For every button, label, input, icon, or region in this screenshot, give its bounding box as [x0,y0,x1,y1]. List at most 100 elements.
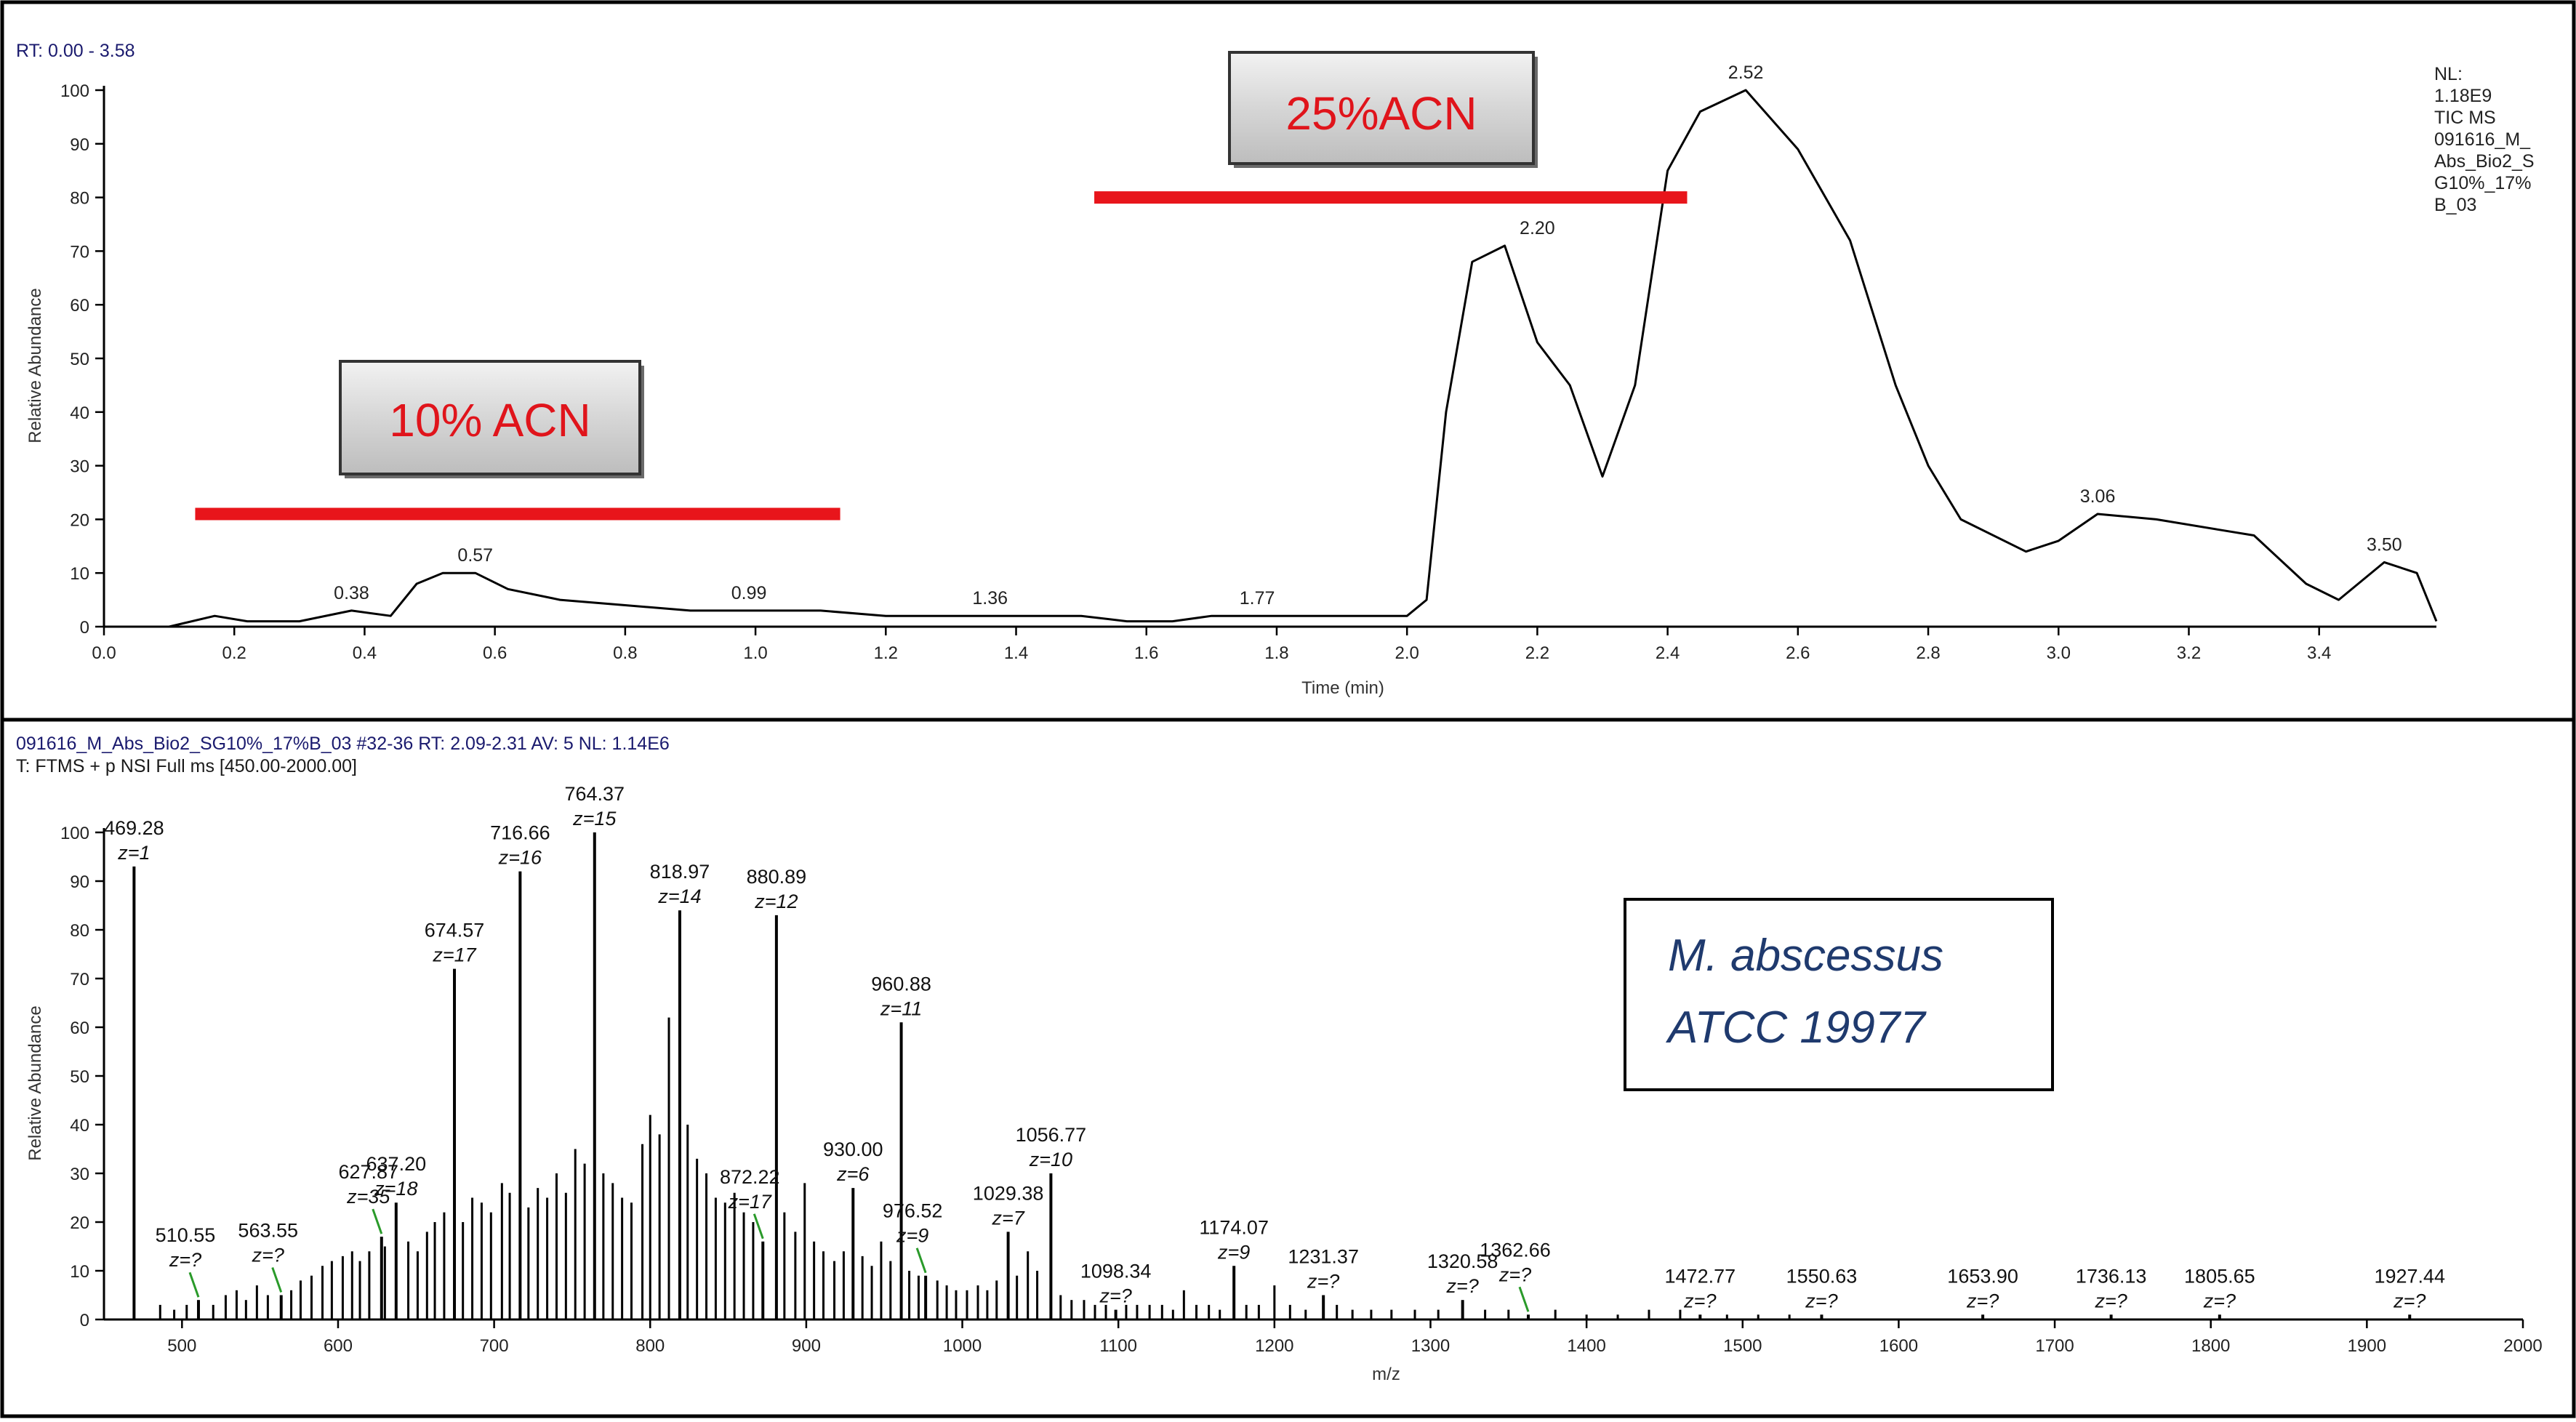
ms-peak-mz-label: 1320.58 [1427,1250,1498,1272]
tic-y-tick-label: 90 [70,135,89,155]
ms-peak-mz-label: 1653.90 [1947,1265,2018,1287]
species-box: M. abscessus ATCC 19977 [1624,898,2054,1091]
tic-x-tick-label: 3.0 [2047,643,2071,663]
tic-y-ticks: 0 10 20 30 40 50 60 70 80 90 100 [60,81,104,638]
tic-peak-label: 2.52 [1728,63,1764,83]
ms-peak-mz-label: 510.55 [156,1224,216,1246]
ms-peak-leader [271,1267,283,1293]
acn10-box: 10% ACN [339,360,644,478]
ms-peak-mz-label: 1550.63 [1786,1265,1858,1287]
tic-peak-label: 1.77 [1240,588,1275,608]
ms-x-tick-label: 1100 [1099,1336,1137,1356]
tic-x-tick-label: 1.2 [874,643,898,663]
ms-x-tick-label: 600 [324,1336,353,1356]
ms-peak-charge-label: z=15 [572,808,617,830]
ms-peak-leader [1518,1286,1530,1312]
ms-peak-mz-label: 1472.77 [1665,1265,1736,1287]
ms-y-tick-label: 60 [70,1019,89,1038]
ms-y-tick-label: 50 [70,1067,89,1087]
ms-peak-charge-label: z=16 [498,847,542,869]
ms-x-tick-label: 1200 [1255,1336,1293,1356]
tic-info-line: TIC MS [2434,108,2496,128]
ms-peak-charge-label: z=14 [657,885,701,907]
ms-peak-charge-label: z=? [169,1249,201,1271]
tic-y-tick-label: 50 [70,350,89,369]
ms-minor-peaks [159,1017,1791,1319]
acn10-box-frame [339,360,641,475]
tic-peak-labels: 0.38 0.57 0.99 1.36 1.77 2.20 2.52 3.06 3.50 [334,63,2402,608]
ms-peak-charge-label: z=18 [374,1178,417,1200]
ms-peak-mz-label: 1805.65 [2184,1265,2255,1287]
ms-peak-charge-label: z=35 [346,1186,390,1208]
tic-y-tick-label: 30 [70,457,89,477]
ms-x-tick-label: 2000 [2503,1336,2542,1356]
ms-y-tick-label: 90 [70,872,89,892]
ms-labeled-peaks [132,832,2412,1319]
ms-peak-charge-label: z=10 [1029,1149,1072,1170]
ms-peak-leader [915,1248,927,1274]
ms-x-tick-label: 1500 [1723,1336,1762,1356]
tic-x-tick-label: 1.8 [1264,643,1288,663]
ms-peak-mz-label: 818.97 [650,861,710,883]
ms-peak-charge-label: z=9 [896,1225,928,1247]
ms-peak-charge-label: z=11 [880,997,922,1019]
tic-x-tick-label: 0.2 [222,643,246,663]
tic-y-tick-label: 40 [70,403,89,423]
ms-y-tick-label: 70 [70,970,89,989]
tic-axes [103,86,2436,628]
tic-info-line: NL: [2434,64,2463,84]
strain-name: ATCC 19977 [1665,1003,1927,1053]
tic-x-tick-label: 3.2 [2177,643,2201,663]
tic-trace [169,89,2438,628]
tic-x-tick-label: 0.6 [483,643,507,663]
tic-y-tick-label: 10 [70,564,89,584]
ms-peak-mz-label: 1029.38 [973,1182,1044,1204]
tic-info-line: 1.18E9 [2434,86,2492,106]
tic-x-axis-title: Time (min) [1301,678,1384,698]
ms-peak-charge-label: z=17 [432,944,476,966]
tic-info-line: 091616_M_ [2434,129,2531,150]
ms-peak-mz-label: 1174.07 [1199,1216,1269,1238]
tic-peak-label: 2.20 [1520,218,1555,238]
ms-peak-mz-label: 563.55 [238,1220,298,1242]
ms-axes [103,828,2523,1321]
ms-peak-charge-label: z=? [252,1245,284,1266]
ms-x-tick-label: 1600 [1879,1336,1918,1356]
acn25-label: 25%ACN [1285,87,1477,140]
acn10-label: 10% ACN [389,394,590,446]
acn25-box: 25%ACN [1228,51,1538,168]
ms-y-axis-title: Relative Abundance [25,1005,45,1161]
ms-peak-mz-label: 880.89 [747,866,807,888]
ms-y-tick-label: 10 [70,1262,89,1282]
tic-x-tick-label: 2.2 [1525,643,1549,663]
tic-peak-label: 0.57 [457,545,493,566]
ms-y-tick-label: 20 [70,1213,89,1233]
tic-x-tick-label: 2.8 [1916,643,1940,663]
ms-peak-charge-label: z=? [1446,1275,1479,1297]
species-name: M. abscessus [1668,931,1943,981]
ms-peak-charge-label: z=? [1966,1290,1999,1311]
acn25-box-frame [1228,51,1535,165]
tic-y-axis-title: Relative Abundance [25,288,45,443]
ms-x-tick-label: 500 [167,1336,196,1356]
tic-peak-label: 3.50 [2367,534,2402,555]
ms-peak-charge-label: z=? [2094,1290,2127,1311]
ms-peak-charge-label: z=7 [991,1207,1024,1229]
ms-peak-mz-label: 960.88 [871,973,931,995]
ms-peak-charge-label: z=? [1683,1290,1716,1311]
ms-peak-mz-label: 1231.37 [1288,1246,1359,1268]
tic-x-tick-label: 1.6 [1134,643,1158,663]
ms-y-tick-label: 40 [70,1116,89,1136]
ms-header-line2: T: FTMS + p NSI Full ms [450.00-2000.00] [16,756,357,776]
ms-x-tick-label: 1300 [1411,1336,1450,1356]
ms-header-line1: 091616_M_Abs_Bio2_SG10%_17%B_03 #32-36 R… [16,734,670,754]
tic-x-tick-label: 1.4 [1004,643,1028,663]
ms-peak-mz-label: 469.28 [104,817,164,839]
tic-y-tick-label: 20 [70,510,89,530]
ms-peak-mz-label: 1362.66 [1480,1239,1551,1261]
ms-x-tick-label: 700 [480,1336,509,1356]
